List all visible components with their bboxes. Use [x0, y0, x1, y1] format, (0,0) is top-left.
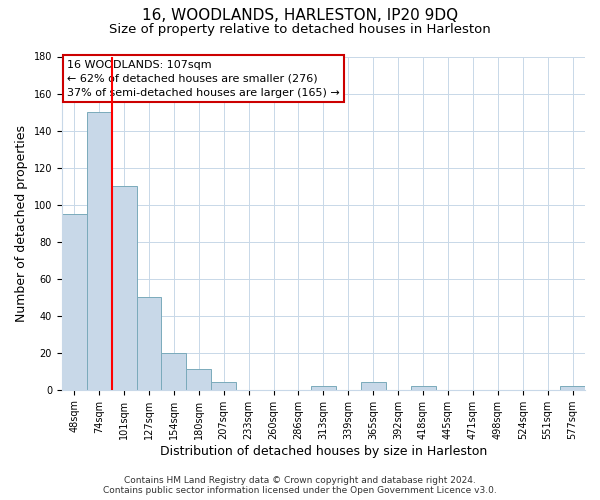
Bar — [410, 386, 436, 390]
Bar — [560, 386, 585, 390]
Bar — [161, 352, 187, 390]
Bar — [187, 370, 211, 390]
X-axis label: Distribution of detached houses by size in Harleston: Distribution of detached houses by size … — [160, 444, 487, 458]
Bar — [112, 186, 137, 390]
Bar — [211, 382, 236, 390]
Text: 16, WOODLANDS, HARLESTON, IP20 9DQ: 16, WOODLANDS, HARLESTON, IP20 9DQ — [142, 8, 458, 22]
Bar — [62, 214, 86, 390]
Bar — [311, 386, 336, 390]
Bar — [137, 297, 161, 390]
Bar — [361, 382, 386, 390]
Bar — [86, 112, 112, 390]
Y-axis label: Number of detached properties: Number of detached properties — [15, 124, 28, 322]
Text: Size of property relative to detached houses in Harleston: Size of property relative to detached ho… — [109, 22, 491, 36]
Text: Contains HM Land Registry data © Crown copyright and database right 2024.
Contai: Contains HM Land Registry data © Crown c… — [103, 476, 497, 495]
Text: 16 WOODLANDS: 107sqm
← 62% of detached houses are smaller (276)
37% of semi-deta: 16 WOODLANDS: 107sqm ← 62% of detached h… — [67, 60, 340, 98]
